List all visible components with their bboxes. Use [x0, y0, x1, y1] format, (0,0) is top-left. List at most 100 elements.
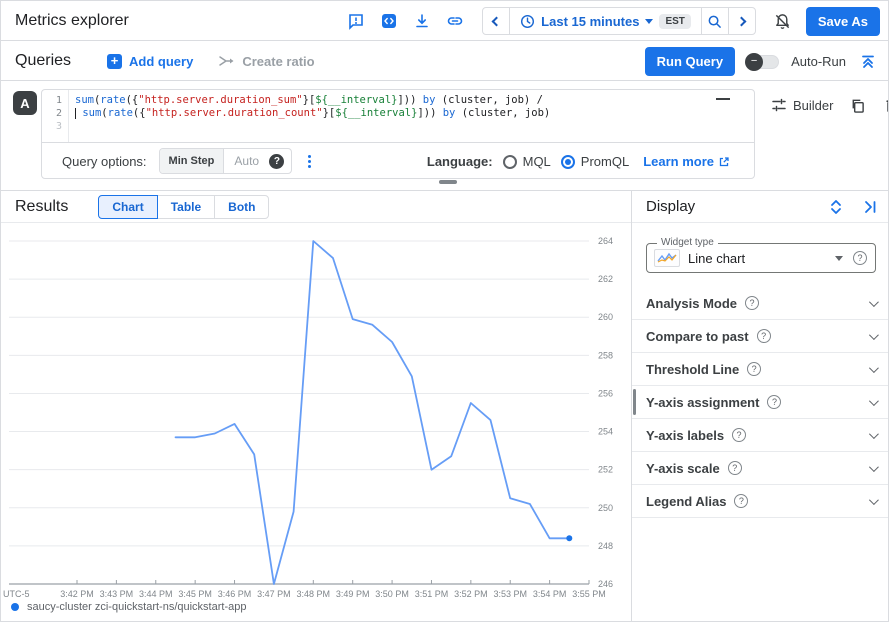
- display-section-analysis-mode[interactable]: Analysis Mode?: [632, 287, 888, 320]
- svg-text:3:42 PM: 3:42 PM: [60, 589, 94, 599]
- feedback-icon[interactable]: [346, 11, 366, 31]
- svg-text:258: 258: [598, 350, 613, 360]
- svg-text:260: 260: [598, 312, 613, 322]
- notifications-off-icon[interactable]: [773, 11, 793, 31]
- help-icon[interactable]: ?: [745, 296, 760, 310]
- help-icon[interactable]: ?: [727, 461, 742, 475]
- collapse-panel-icon[interactable]: [860, 197, 880, 217]
- unfold-more-icon[interactable]: [826, 197, 846, 217]
- merge-arrow-icon: [219, 56, 234, 66]
- zoom-icon: [708, 15, 722, 28]
- code-line[interactable]: sum(rate({"http.server.duration_count"}[…: [75, 107, 754, 120]
- help-icon[interactable]: ?: [767, 395, 782, 409]
- panel-resize-handle[interactable]: [439, 180, 457, 184]
- run-query-button[interactable]: Run Query: [644, 47, 736, 76]
- help-icon[interactable]: ?: [747, 362, 762, 376]
- code-line[interactable]: [75, 120, 754, 133]
- time-back-button[interactable]: [483, 8, 509, 34]
- svg-text:264: 264: [598, 236, 613, 246]
- display-settings-list: Analysis Mode? Compare to past? Threshold …: [632, 287, 888, 518]
- code-icon[interactable]: [379, 11, 399, 31]
- display-section-y-axis-scale[interactable]: Y-axis scale?: [632, 452, 888, 485]
- display-panel-header: Display: [632, 191, 888, 223]
- tab-table[interactable]: Table: [156, 194, 216, 219]
- zoom-time-button[interactable]: [702, 8, 728, 34]
- language-label: Language:: [426, 154, 493, 169]
- widget-type-label: Widget type: [657, 237, 718, 248]
- widget-type-select[interactable]: Widget type Line chart ?: [646, 237, 876, 273]
- delete-icon[interactable]: [881, 95, 888, 115]
- legend-dot: [11, 603, 19, 611]
- code-line[interactable]: sum(rate({"http.server.duration_sum"}[${…: [75, 94, 543, 106]
- code-area[interactable]: sum(rate({"http.server.duration_sum"}[${…: [68, 90, 754, 142]
- svg-text:248: 248: [598, 541, 613, 551]
- queries-bar: Queries + Add query Create ratio Run Que…: [1, 42, 888, 81]
- display-title: Display: [646, 198, 696, 215]
- display-section-threshold-line[interactable]: Threshold Line?: [632, 353, 888, 386]
- svg-text:3:48 PM: 3:48 PM: [297, 589, 331, 599]
- help-icon[interactable]: ?: [269, 153, 285, 169]
- svg-text:252: 252: [598, 465, 613, 475]
- svg-text:250: 250: [598, 503, 613, 513]
- save-as-button[interactable]: Save As: [805, 6, 880, 36]
- plus-icon: +: [107, 53, 123, 69]
- display-section-legend-alias[interactable]: Legend Alias?: [632, 485, 888, 518]
- language-option-mql[interactable]: MQL: [502, 154, 551, 169]
- display-section-y-axis-assignment[interactable]: Y-axis assignment?: [632, 386, 888, 419]
- auto-run-label: Auto-Run: [791, 54, 846, 69]
- minimize-editor-icon[interactable]: [716, 98, 730, 100]
- language-option-promql[interactable]: PromQL: [560, 154, 629, 169]
- min-step-input[interactable]: Auto: [234, 154, 260, 168]
- clock-icon: [521, 14, 535, 28]
- chevron-down-icon: [645, 18, 654, 24]
- svg-text:3:54 PM: 3:54 PM: [533, 589, 567, 599]
- svg-text:3:51 PM: 3:51 PM: [415, 589, 449, 599]
- auto-run-toggle[interactable]: −: [745, 52, 780, 71]
- svg-text:3:52 PM: 3:52 PM: [454, 589, 488, 599]
- chart-legend[interactable]: saucy-cluster zci-quickstart-ns/quicksta…: [11, 601, 246, 613]
- display-section-compare-to-past[interactable]: Compare to past?: [632, 320, 888, 353]
- tab-both[interactable]: Both: [214, 194, 270, 219]
- help-icon[interactable]: ?: [853, 251, 867, 265]
- time-range-selector[interactable]: Last 15 minutes EST: [510, 13, 701, 29]
- add-query-button[interactable]: + Add query: [107, 53, 193, 69]
- collapse-all-icon[interactable]: [858, 52, 878, 72]
- help-icon[interactable]: ?: [732, 428, 747, 442]
- display-section-y-axis-labels[interactable]: Y-axis labels?: [632, 419, 888, 452]
- help-icon[interactable]: ?: [734, 494, 749, 508]
- top-header: Metrics explorer Last 15 minutes: [1, 1, 888, 41]
- time-forward-button[interactable]: [729, 8, 755, 34]
- queries-bar-actions: Run Query − Auto-Run: [644, 42, 878, 81]
- chevron-down-icon: [868, 461, 879, 472]
- svg-text:262: 262: [598, 274, 613, 284]
- svg-text:3:46 PM: 3:46 PM: [218, 589, 252, 599]
- svg-text:254: 254: [598, 427, 613, 437]
- svg-text:3:45 PM: 3:45 PM: [178, 589, 212, 599]
- svg-text:256: 256: [598, 388, 613, 398]
- create-ratio-button[interactable]: Create ratio: [219, 54, 315, 69]
- scrollbar-thumb[interactable]: [633, 389, 636, 415]
- results-title: Results: [15, 197, 69, 215]
- toggle-knob: −: [745, 52, 764, 71]
- divider: [509, 8, 511, 34]
- tab-chart[interactable]: Chart: [98, 194, 158, 219]
- svg-text:UTC-5: UTC-5: [3, 589, 30, 599]
- min-step-label: Min Step: [159, 149, 225, 173]
- legend-series-label: saucy-cluster zci-quickstart-ns/quicksta…: [27, 601, 247, 613]
- builder-button[interactable]: Builder: [771, 97, 833, 113]
- radio-off-icon: [502, 154, 517, 169]
- link-icon[interactable]: [445, 11, 465, 31]
- copy-icon[interactable]: [847, 95, 867, 115]
- header-actions: Last 15 minutes EST Save As: [346, 1, 880, 41]
- svg-text:3:50 PM: 3:50 PM: [375, 589, 409, 599]
- help-icon[interactable]: ?: [756, 329, 771, 343]
- chevron-down-icon: [868, 329, 879, 340]
- query-options-row: Query options: Min Step Auto ? Language:…: [42, 142, 754, 179]
- more-options-icon[interactable]: [308, 154, 312, 168]
- tune-icon: [772, 98, 786, 112]
- time-range-control: Last 15 minutes EST: [482, 7, 756, 35]
- download-icon[interactable]: [412, 11, 432, 31]
- learn-more-link[interactable]: Learn more: [643, 154, 730, 169]
